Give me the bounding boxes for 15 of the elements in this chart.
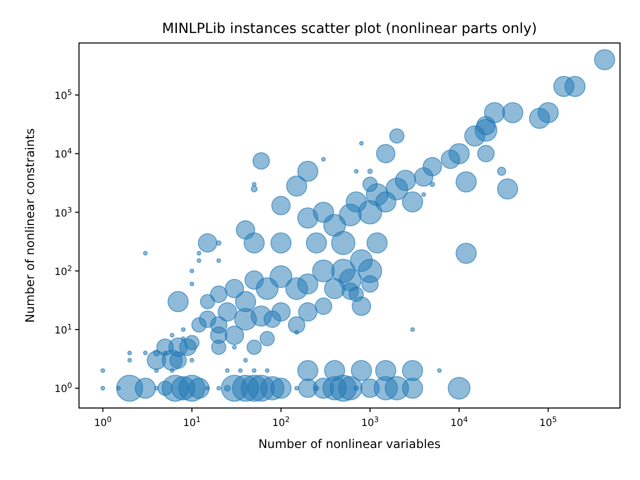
y-tick-label: 10$^{0}$ <box>54 380 72 396</box>
x-tick-label: 10$^{3}$ <box>361 414 380 429</box>
y-tick-label: 10$^{4}$ <box>54 146 72 161</box>
x-tick-label: 10$^{2}$ <box>272 414 290 429</box>
x-tick-label: 10$^{5}$ <box>539 414 558 429</box>
y-tick-label: 10$^{2}$ <box>54 263 72 278</box>
y-tick-label: 10$^{5}$ <box>54 87 72 102</box>
y-tick-label: 10$^{3}$ <box>54 204 72 220</box>
y-tick-label: 10$^{1}$ <box>54 322 72 337</box>
y-axis-title: Number of nonlinear constraints <box>23 128 37 323</box>
x-axis-title: Number of nonlinear variables <box>258 437 441 451</box>
chart-title: MINLPLib instances scatter plot (nonlinear parts only) <box>162 21 538 37</box>
x-tick-label: 10$^{0}$ <box>94 414 112 429</box>
x-tick-label: 10$^{4}$ <box>450 414 468 429</box>
x-tick-label: 10$^{1}$ <box>183 414 201 429</box>
